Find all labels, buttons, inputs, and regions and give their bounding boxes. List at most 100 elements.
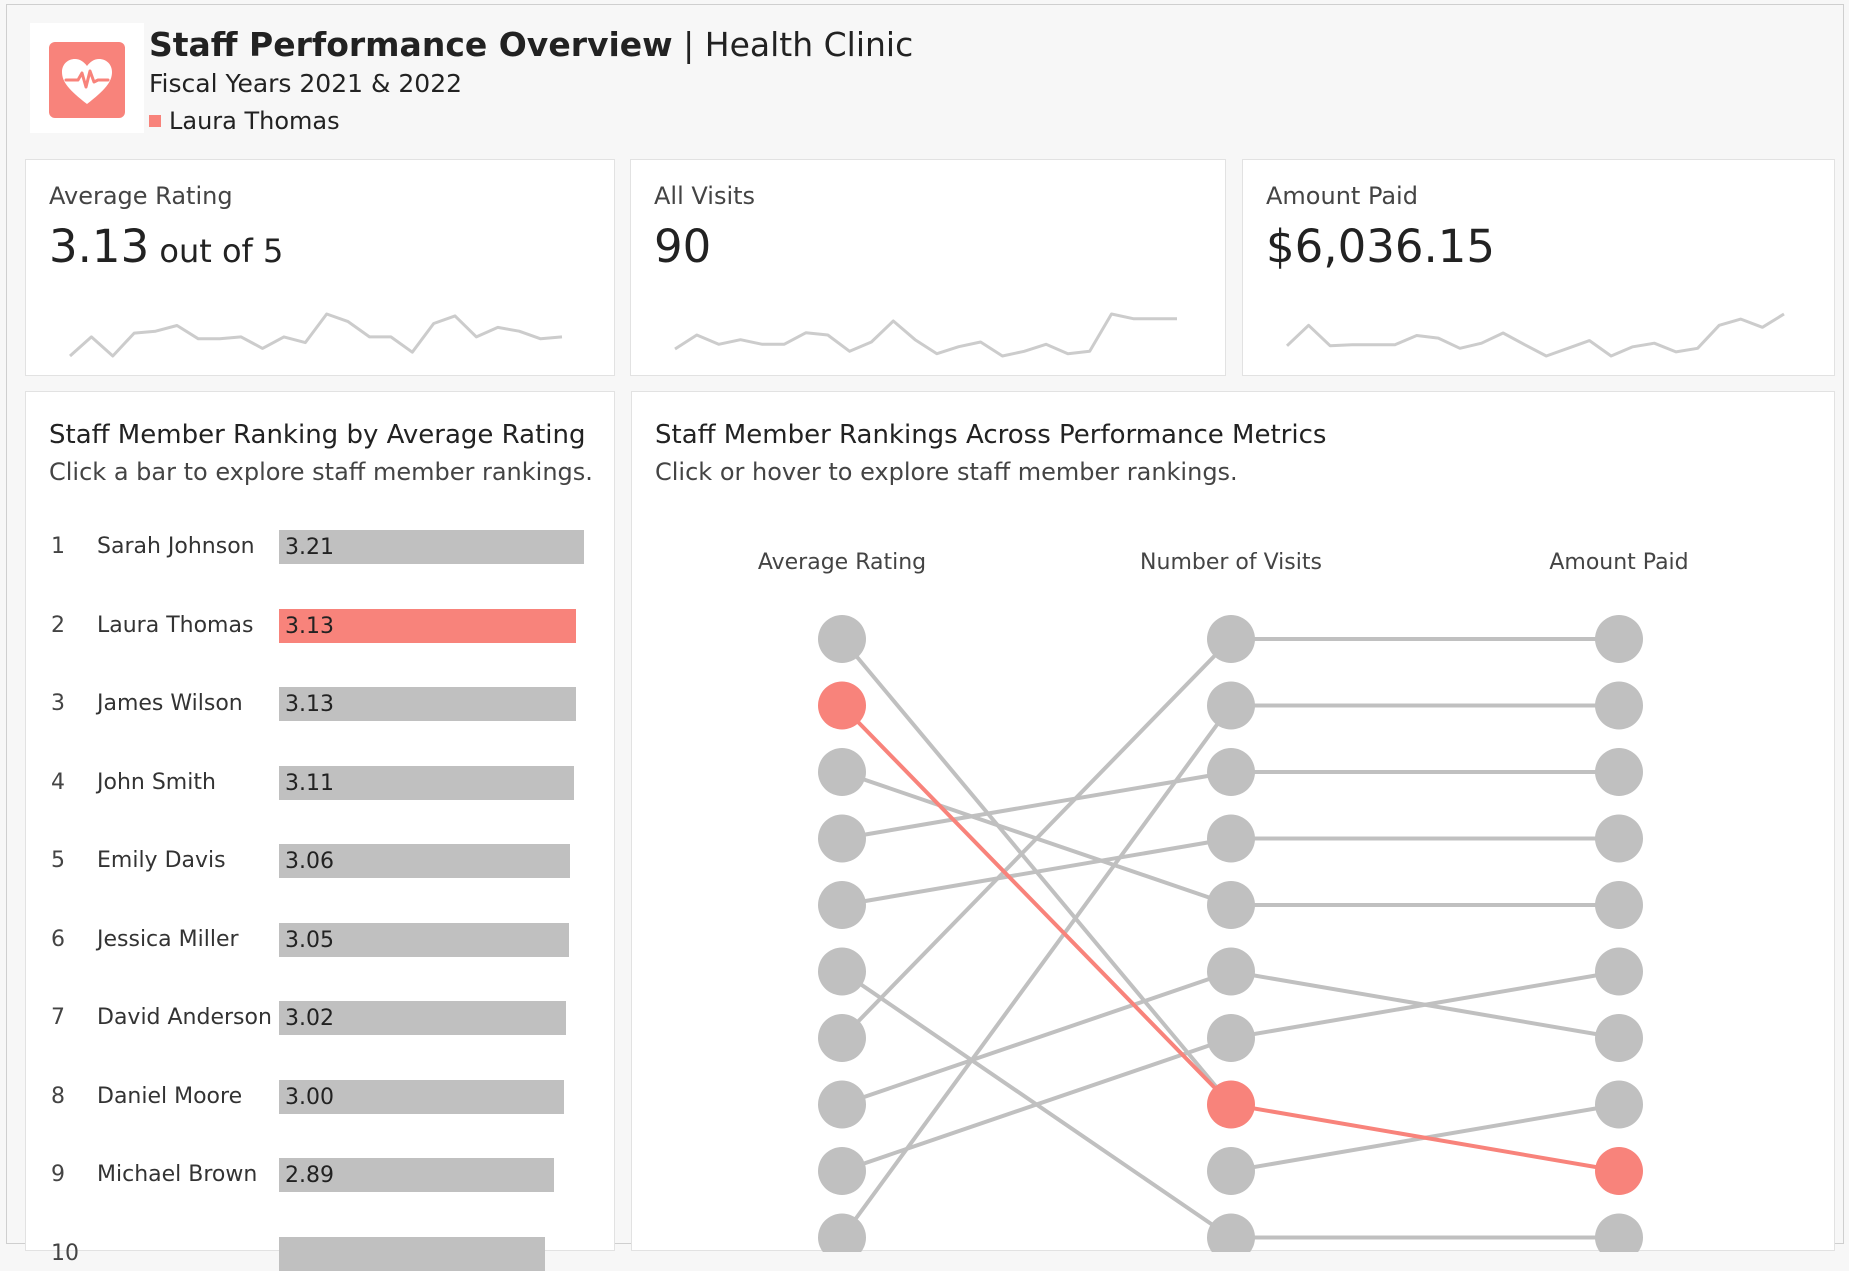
rank-link xyxy=(1230,969,1620,1040)
rank-link xyxy=(841,836,1232,907)
rank-dot[interactable] xyxy=(818,748,866,796)
kpi-value: $6,036.15 xyxy=(1266,220,1495,273)
rating-value: 3.02 xyxy=(285,1006,334,1031)
rank-dot[interactable] xyxy=(1207,615,1255,663)
kpi-card-average-rating[interactable]: Average Rating 3.13 out of 5 xyxy=(25,159,615,376)
heart-pulse-icon xyxy=(49,42,125,118)
selected-rank-dot[interactable] xyxy=(1207,1080,1255,1129)
rank-dot[interactable] xyxy=(818,881,866,929)
rank-dot[interactable] xyxy=(1207,681,1255,730)
rank-dot[interactable] xyxy=(818,814,866,863)
rating-bar[interactable] xyxy=(279,765,575,800)
rating-bar[interactable] xyxy=(279,687,577,721)
slope-panel-title: Staff Member Rankings Across Performance… xyxy=(655,420,1327,450)
rating-value: 3.13 xyxy=(285,692,334,717)
selected-rank-link xyxy=(1230,1102,1620,1173)
kpi-label: Amount Paid xyxy=(1266,182,1418,210)
kpi-card-all-visits[interactable]: All Visits 90 xyxy=(630,159,1226,376)
rank-dot[interactable] xyxy=(818,1014,866,1062)
rank-dot[interactable] xyxy=(1595,881,1643,929)
rank-dot[interactable] xyxy=(1207,947,1255,996)
rating-value: 3.05 xyxy=(285,927,334,953)
rating-bar[interactable] xyxy=(279,530,584,564)
rating-value: 3.00 xyxy=(285,1084,334,1110)
rating-bar[interactable] xyxy=(279,1236,546,1271)
sparkline-all-visits xyxy=(674,312,1177,358)
axis-label-amount-paid: Amount Paid xyxy=(1549,550,1689,575)
rank-number: 3 xyxy=(51,691,65,716)
sparkline-path xyxy=(69,312,563,358)
page-subtitle: Fiscal Years 2021 & 2022 xyxy=(149,69,463,98)
rating-bar[interactable] xyxy=(279,608,577,643)
rating-bar[interactable] xyxy=(279,1079,565,1114)
kpi-number: 90 xyxy=(654,220,712,273)
kpi-value: 90 xyxy=(654,220,711,273)
rank-dot[interactable] xyxy=(1595,615,1643,663)
selected-staff-legend: Laura Thomas xyxy=(149,107,340,135)
rating-bar[interactable] xyxy=(279,922,569,957)
selected-rank-link xyxy=(840,704,1233,1106)
rating-value: 3.13 xyxy=(285,613,334,639)
rating-bar[interactable] xyxy=(279,1001,566,1035)
ranking-row[interactable]: 2 Laura Thomas 3.13 xyxy=(26,608,616,643)
kpi-number: $6,036.15 xyxy=(1266,220,1496,273)
ranking-row[interactable]: 7 David Anderson 3.02 xyxy=(26,1001,616,1035)
slope-chart xyxy=(818,615,1643,1252)
ranking-panel-subtitle: Click a bar to explore staff member rank… xyxy=(49,458,593,486)
rank-number: 6 xyxy=(51,926,65,952)
rank-dot[interactable] xyxy=(818,1080,866,1129)
title-main: Staff Performance Overview xyxy=(149,25,673,64)
rank-dot[interactable] xyxy=(818,615,866,663)
rank-dot[interactable] xyxy=(1207,814,1255,863)
rank-dot[interactable] xyxy=(1207,1147,1255,1195)
rank-number: 1 xyxy=(51,534,65,559)
staff-name: Michael Brown xyxy=(97,1162,258,1187)
ranking-row[interactable]: 3 James Wilson 3.13 xyxy=(26,687,616,721)
rating-bar[interactable] xyxy=(279,1158,554,1192)
legend-swatch xyxy=(149,115,161,127)
rank-dot[interactable] xyxy=(1207,748,1255,796)
staff-name: James Wilson xyxy=(97,691,243,716)
ranking-row[interactable]: 10 xyxy=(26,1236,616,1271)
selected-staff-name: Laura Thomas xyxy=(169,107,340,135)
axis-label-average-rating: Average Rating xyxy=(757,550,927,575)
rank-dot[interactable] xyxy=(1595,947,1643,996)
sparkline-average-rating xyxy=(69,312,563,358)
rank-number: 10 xyxy=(51,1240,79,1266)
staff-name: Laura Thomas xyxy=(97,612,254,638)
page-title: Staff Performance Overview | Health Clin… xyxy=(149,25,913,64)
rank-dot[interactable] xyxy=(818,1147,866,1195)
rank-number: 4 xyxy=(51,769,65,795)
rank-dot[interactable] xyxy=(1595,1080,1643,1129)
staff-name: Daniel Moore xyxy=(97,1083,243,1109)
rank-dot[interactable] xyxy=(818,947,866,996)
ranking-row[interactable]: 5 Emily Davis 3.06 xyxy=(26,844,616,878)
rank-number: 5 xyxy=(51,848,65,873)
ranking-row[interactable]: 6 Jessica Miller 3.05 xyxy=(26,922,616,957)
rank-dot[interactable] xyxy=(1595,814,1643,863)
rank-dot[interactable] xyxy=(1595,681,1643,730)
rank-dot[interactable] xyxy=(1595,1014,1643,1062)
ranking-panel-title: Staff Member Ranking by Average Rating xyxy=(49,420,586,450)
title-context: | Health Clinic xyxy=(672,25,914,64)
ranking-row[interactable]: 4 John Smith 3.11 xyxy=(26,765,616,800)
kpi-value: 3.13 out of 5 xyxy=(49,220,283,273)
slope-panel: Staff Member Rankings Across Performance… xyxy=(631,391,1835,1252)
rank-dot[interactable] xyxy=(1595,748,1643,796)
rank-link xyxy=(841,770,1232,841)
ranking-row[interactable]: 1 Sarah Johnson 3.21 xyxy=(26,530,616,564)
rank-link xyxy=(841,1036,1232,1173)
dashboard: Staff Performance Overview | Health Clin… xyxy=(6,4,1844,1271)
rank-dot[interactable] xyxy=(1207,881,1255,929)
rank-dot[interactable] xyxy=(1207,1014,1255,1062)
selected-rank-dot[interactable] xyxy=(1595,1147,1643,1195)
axis-label-number-of-visits: Number of Visits xyxy=(1140,550,1322,575)
staff-name: Jessica Miller xyxy=(97,926,239,952)
rating-bar[interactable] xyxy=(279,844,570,878)
selected-rank-dot[interactable] xyxy=(818,681,866,730)
ranking-row[interactable]: 9 Michael Brown 2.89 xyxy=(26,1158,616,1192)
rank-number: 8 xyxy=(51,1083,65,1109)
kpi-card-amount-paid[interactable]: Amount Paid $6,036.15 xyxy=(1242,159,1835,376)
rank-link xyxy=(840,704,1233,1239)
ranking-row[interactable]: 8 Daniel Moore 3.00 xyxy=(26,1079,616,1114)
